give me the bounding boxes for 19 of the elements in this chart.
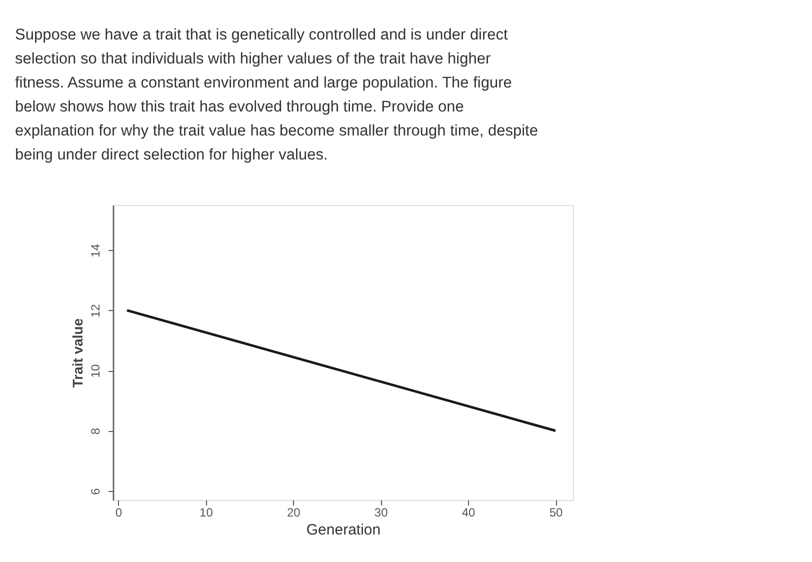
y-axis-title: Trait value — [70, 318, 86, 388]
text: explanation for why the trait value has become smaller through time, despite — [15, 122, 538, 140]
x-tick-label: 40 — [462, 506, 476, 520]
text: Suppose we have a trait that is genetically controlled and is under direct — [15, 26, 509, 44]
y-tick-label: 8 — [88, 428, 102, 435]
y-tick-label: 6 — [88, 488, 102, 495]
x-tick-label: 50 — [549, 506, 564, 520]
text: fitness. Assume a constant environment and large population. The figure — [15, 74, 512, 92]
x-tick-label: 30 — [374, 506, 388, 520]
x-axis-title: Generation — [306, 522, 381, 538]
text: being under direct selection for higher values. — [15, 146, 328, 164]
y-tick-label: 12 — [88, 304, 102, 318]
x-tick-label: 10 — [200, 506, 214, 520]
text: selection so that individuals with higher values of the trait have higher — [15, 50, 491, 68]
y-tick-label: 10 — [88, 364, 102, 378]
x-tick-label: 20 — [286, 506, 301, 520]
y-tick-label: 14 — [88, 244, 102, 258]
x-tick-label: 0 — [115, 506, 122, 520]
text: below shows how this trait has evolved through time. Provide one — [15, 98, 464, 116]
